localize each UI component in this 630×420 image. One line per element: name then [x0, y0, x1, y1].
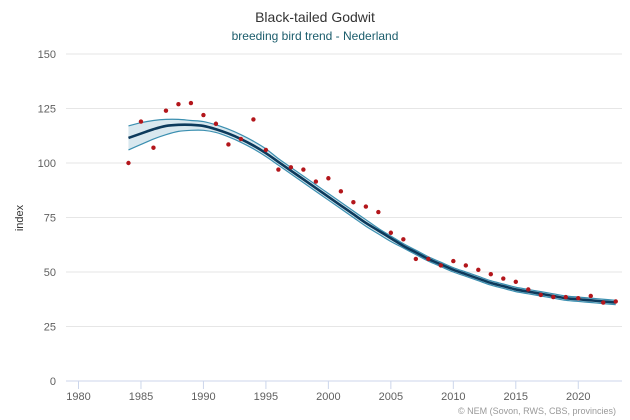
chart-title: Black-tailed Godwit [255, 9, 375, 25]
observed-point[interactable] [463, 263, 469, 268]
lower-bound-line [128, 129, 616, 306]
observed-point[interactable] [126, 160, 131, 166]
observed-point[interactable] [601, 300, 606, 305]
observed-points [126, 100, 618, 305]
y-tick-label: 125 [38, 104, 56, 116]
observed-point[interactable] [588, 293, 593, 299]
observed-point[interactable] [263, 147, 269, 153]
observed-point[interactable] [251, 117, 256, 122]
x-tick-label: 1980 [66, 391, 90, 403]
observed-point[interactable] [513, 279, 518, 285]
observed-point[interactable] [551, 294, 556, 300]
observed-point[interactable] [163, 108, 169, 113]
observed-point[interactable] [313, 179, 319, 184]
y-tick-label: 75 [44, 213, 56, 225]
observed-point[interactable] [363, 204, 369, 209]
observed-point[interactable] [538, 292, 543, 298]
y-axis-label: index [14, 204, 26, 231]
observed-point[interactable] [151, 145, 156, 150]
observed-point[interactable] [301, 167, 306, 172]
confidence-band-area [128, 119, 616, 305]
observed-point[interactable] [413, 256, 419, 262]
chart-subtitle: breeding bird trend - Nederland [232, 29, 399, 43]
y-tick-label: 100 [38, 158, 56, 170]
x-tick-label: 2010 [441, 391, 465, 403]
chart-credit[interactable]: © NEM (Sovon, RWS, CBS, provincies) [458, 406, 616, 416]
observed-point[interactable] [176, 101, 181, 107]
observed-point[interactable] [488, 271, 494, 277]
observed-point[interactable] [526, 287, 531, 292]
observed-point[interactable] [213, 121, 219, 126]
observed-point[interactable] [238, 136, 244, 142]
observed-point[interactable] [426, 256, 431, 262]
trend-line [128, 123, 616, 304]
x-tick-label: 2015 [504, 391, 528, 403]
series-lines [128, 118, 616, 306]
observed-point[interactable] [276, 167, 281, 172]
confidence-band [128, 119, 616, 305]
observed-point[interactable] [576, 295, 581, 301]
axes: 0 25 50 75 100 125 150 1980 1985 1990 1995 2000 2005… [38, 49, 622, 403]
observed-point[interactable] [476, 267, 481, 273]
x-tick-label: 1985 [129, 391, 153, 403]
y-tick-label: 25 [44, 322, 56, 334]
observed-point[interactable] [338, 189, 344, 194]
observed-point[interactable] [376, 209, 381, 215]
observed-point[interactable] [201, 112, 206, 118]
observed-point[interactable] [451, 258, 456, 264]
observed-point[interactable] [501, 276, 506, 281]
observed-point[interactable] [138, 119, 144, 124]
x-tick-label: 1990 [191, 391, 215, 403]
x-tick-label: 1995 [254, 391, 278, 403]
observed-point[interactable] [226, 142, 231, 147]
observed-point[interactable] [438, 263, 444, 268]
y-tick-label: 50 [44, 267, 56, 279]
observed-point[interactable] [401, 237, 406, 242]
y-tick-label: 0 [50, 376, 56, 388]
observed-point[interactable] [388, 230, 394, 235]
x-tick-label: 2020 [566, 391, 590, 403]
observed-point[interactable] [563, 294, 568, 300]
x-tick-label: 2005 [379, 391, 403, 403]
observed-point[interactable] [326, 176, 331, 181]
grid-lines [66, 53, 622, 327]
observed-point[interactable] [188, 100, 194, 106]
observed-point[interactable] [613, 299, 618, 304]
upper-bound-line [128, 118, 616, 301]
observed-point[interactable] [288, 165, 294, 170]
x-tick-label: 2000 [316, 391, 340, 403]
y-tick-label: 150 [38, 49, 56, 61]
observed-point[interactable] [351, 200, 356, 205]
